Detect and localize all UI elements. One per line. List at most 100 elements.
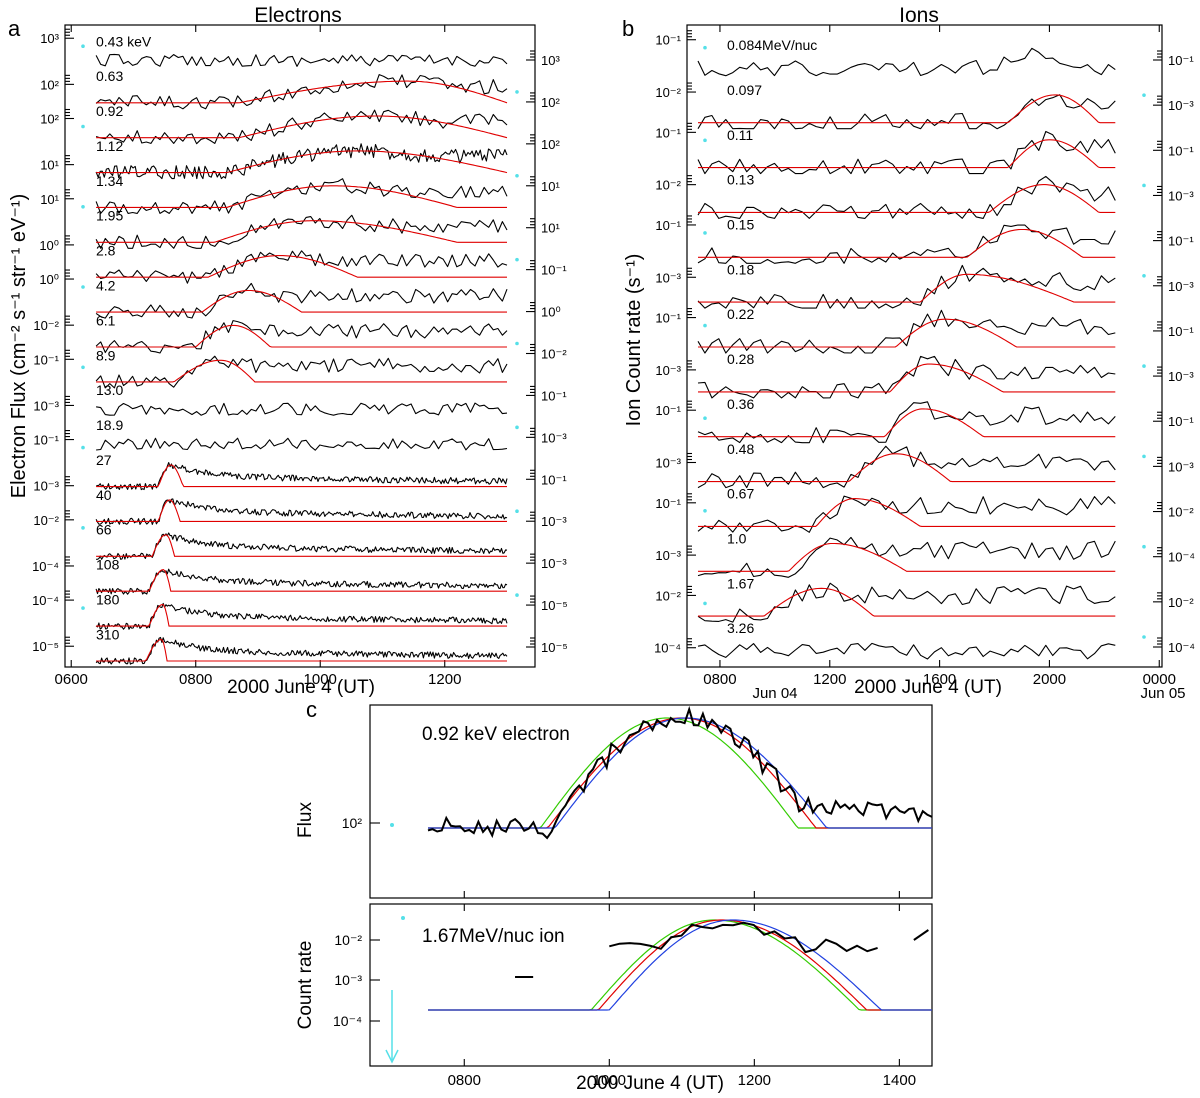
x-tick-label: 1200 <box>738 1072 771 1089</box>
observed-series-line <box>95 178 508 214</box>
observed-series-line <box>697 264 1116 309</box>
right-tick-label: 10⁰ <box>541 305 561 320</box>
marker-dot <box>703 45 707 50</box>
model-fit-line <box>96 499 507 522</box>
x-tick-label: 0600 <box>55 671 88 688</box>
ion-left-ticks: 10⁻¹ 10⁻² 10⁻¹ 10⁻² 10⁻¹ 10⁻³ 10⁻¹ 10⁻³ 10⁻¹ 10⁻³… <box>654 30 707 656</box>
series-label: 1.67 <box>727 575 754 591</box>
observed-series-line <box>95 109 508 145</box>
model-fit-line <box>698 273 1116 303</box>
marker-dot <box>515 341 519 346</box>
observed-series-line <box>95 568 508 595</box>
model-fit-line <box>698 94 1116 124</box>
right-tick-label: 10⁻³ <box>1168 98 1194 113</box>
marker-dot <box>81 526 85 530</box>
series-label: 3.26 <box>727 620 754 636</box>
left-tick-label: 10⁻⁴ <box>654 641 681 656</box>
comparison-top-frame <box>369 704 933 899</box>
left-tick-label: 10⁻¹ <box>655 403 681 418</box>
panel-b-letter: b <box>622 16 634 41</box>
series-label: 2.8 <box>96 243 116 259</box>
series-label: 1.34 <box>96 173 123 189</box>
series-label: 8.9 <box>96 347 116 363</box>
y-tick-label: 10² <box>342 815 363 831</box>
observed-series-line <box>697 309 1116 354</box>
panel-c-letter: c <box>306 697 317 722</box>
left-tick-label: 10⁻³ <box>655 548 681 563</box>
x-tick-label: 0800 <box>179 671 212 688</box>
model-fit-line <box>96 534 507 557</box>
left-tick-label: 10⁻³ <box>655 455 681 470</box>
left-tick-label: 10⁰ <box>39 238 59 253</box>
ion-series: 0.084MeV/nuc 0.097 0.11 0.13 0.15 0.18 0.22 0.2… <box>697 37 1116 660</box>
ion-plot-frame <box>686 24 1163 668</box>
observed-series-line <box>697 495 1116 533</box>
comparison-top-label: 0.92 keV electron <box>422 724 570 745</box>
electron-panel-title: Electrons <box>254 4 342 27</box>
ion-panel: b Ions Ion Count rate (s⁻¹) 2000 June 4 … <box>622 4 1195 702</box>
x-tick-label: 1200 <box>813 671 846 688</box>
x-tick-label: 2000 <box>1033 671 1066 688</box>
marker-dot <box>515 593 519 597</box>
observed-series-line <box>95 53 508 67</box>
ion-x-axis: 0800 1200 1600 2000 0000 <box>703 25 1176 688</box>
marker-dot <box>390 823 394 827</box>
electron-x-axis-label: 2000 June 4 (UT) <box>227 677 375 698</box>
left-tick-label: 10⁻¹ <box>33 433 59 448</box>
marker-dot <box>81 124 85 129</box>
series-label: 40 <box>96 487 112 503</box>
series-label: 0.13 <box>727 172 754 188</box>
left-tick-label: 10² <box>40 112 59 127</box>
marker-dot <box>81 445 85 450</box>
model-fit-line <box>698 363 1116 393</box>
right-tick-label: 10⁻¹ <box>1168 234 1194 249</box>
left-tick-label: 10⁻⁴ <box>32 559 59 574</box>
electron-left-ticks: 10³ 10² 10² 10¹ 10¹ 10⁰ 10⁰ 10⁻² 10⁻¹ 10⁻³ 10⁻¹ 10⁻… <box>32 28 85 654</box>
model-fit-line <box>96 359 507 383</box>
observed-series-line <box>697 536 1116 578</box>
observed-series-line <box>697 401 1116 444</box>
right-tick-label: 10⁻³ <box>541 556 567 571</box>
model-fit-line <box>698 184 1116 213</box>
observed-series-line <box>697 47 1116 77</box>
observed-series-line <box>95 355 508 389</box>
series-label: 0.28 <box>727 351 754 367</box>
observed-series-line <box>95 74 508 110</box>
left-tick-label: 10⁻² <box>655 178 681 193</box>
left-tick-label: 10⁰ <box>39 272 59 287</box>
series-label: 310 <box>96 626 120 642</box>
ion-date-label-end: Jun 05 <box>1140 685 1185 702</box>
series-label: 0.15 <box>727 216 754 232</box>
model-fit-line <box>96 185 507 208</box>
left-tick-label: 10⁻³ <box>33 398 59 413</box>
marker-dot <box>1142 635 1146 639</box>
marker-dot <box>515 90 519 94</box>
right-tick-label: 10⁻⁵ <box>541 640 568 655</box>
model-fit-line <box>96 150 508 174</box>
left-tick-label: 10⁻¹ <box>655 33 681 48</box>
observed-series-line <box>697 355 1116 399</box>
ion-right-ticks: 10⁻¹ 10⁻³ 10⁻¹ 10⁻³ 10⁻¹ 10⁻³ 10⁻¹ 10⁻³ 10⁻¹ 10⁻³… <box>1142 50 1195 655</box>
model-fit-line <box>698 498 1116 527</box>
series-label: 18.9 <box>96 417 123 433</box>
model-fit-line <box>96 220 507 243</box>
marker-dot <box>1142 183 1146 188</box>
comparison-x-axis-label: 2000 June 4 (UT) <box>576 1073 724 1094</box>
series-label: 0.63 <box>96 68 123 84</box>
observed-series-line <box>95 320 508 354</box>
right-tick-label: 10² <box>541 137 560 152</box>
marker-dot <box>515 257 519 262</box>
model-fit-line <box>698 228 1116 258</box>
left-tick-label: 10⁻¹ <box>655 496 681 511</box>
y-tick-label: 10⁻³ <box>334 972 362 988</box>
model-fit-line <box>96 569 507 592</box>
marker-dot <box>703 416 707 420</box>
observed-curve <box>427 705 933 840</box>
marker-dot <box>81 285 85 289</box>
right-tick-label: 10⁻¹ <box>1168 414 1194 429</box>
ion-y-axis-label: Ion Count rate (s⁻¹) <box>623 254 645 427</box>
series-label: 0.084MeV/nuc <box>727 37 817 53</box>
right-tick-label: 10⁻² <box>1168 595 1194 610</box>
observed-series-line <box>697 175 1116 219</box>
